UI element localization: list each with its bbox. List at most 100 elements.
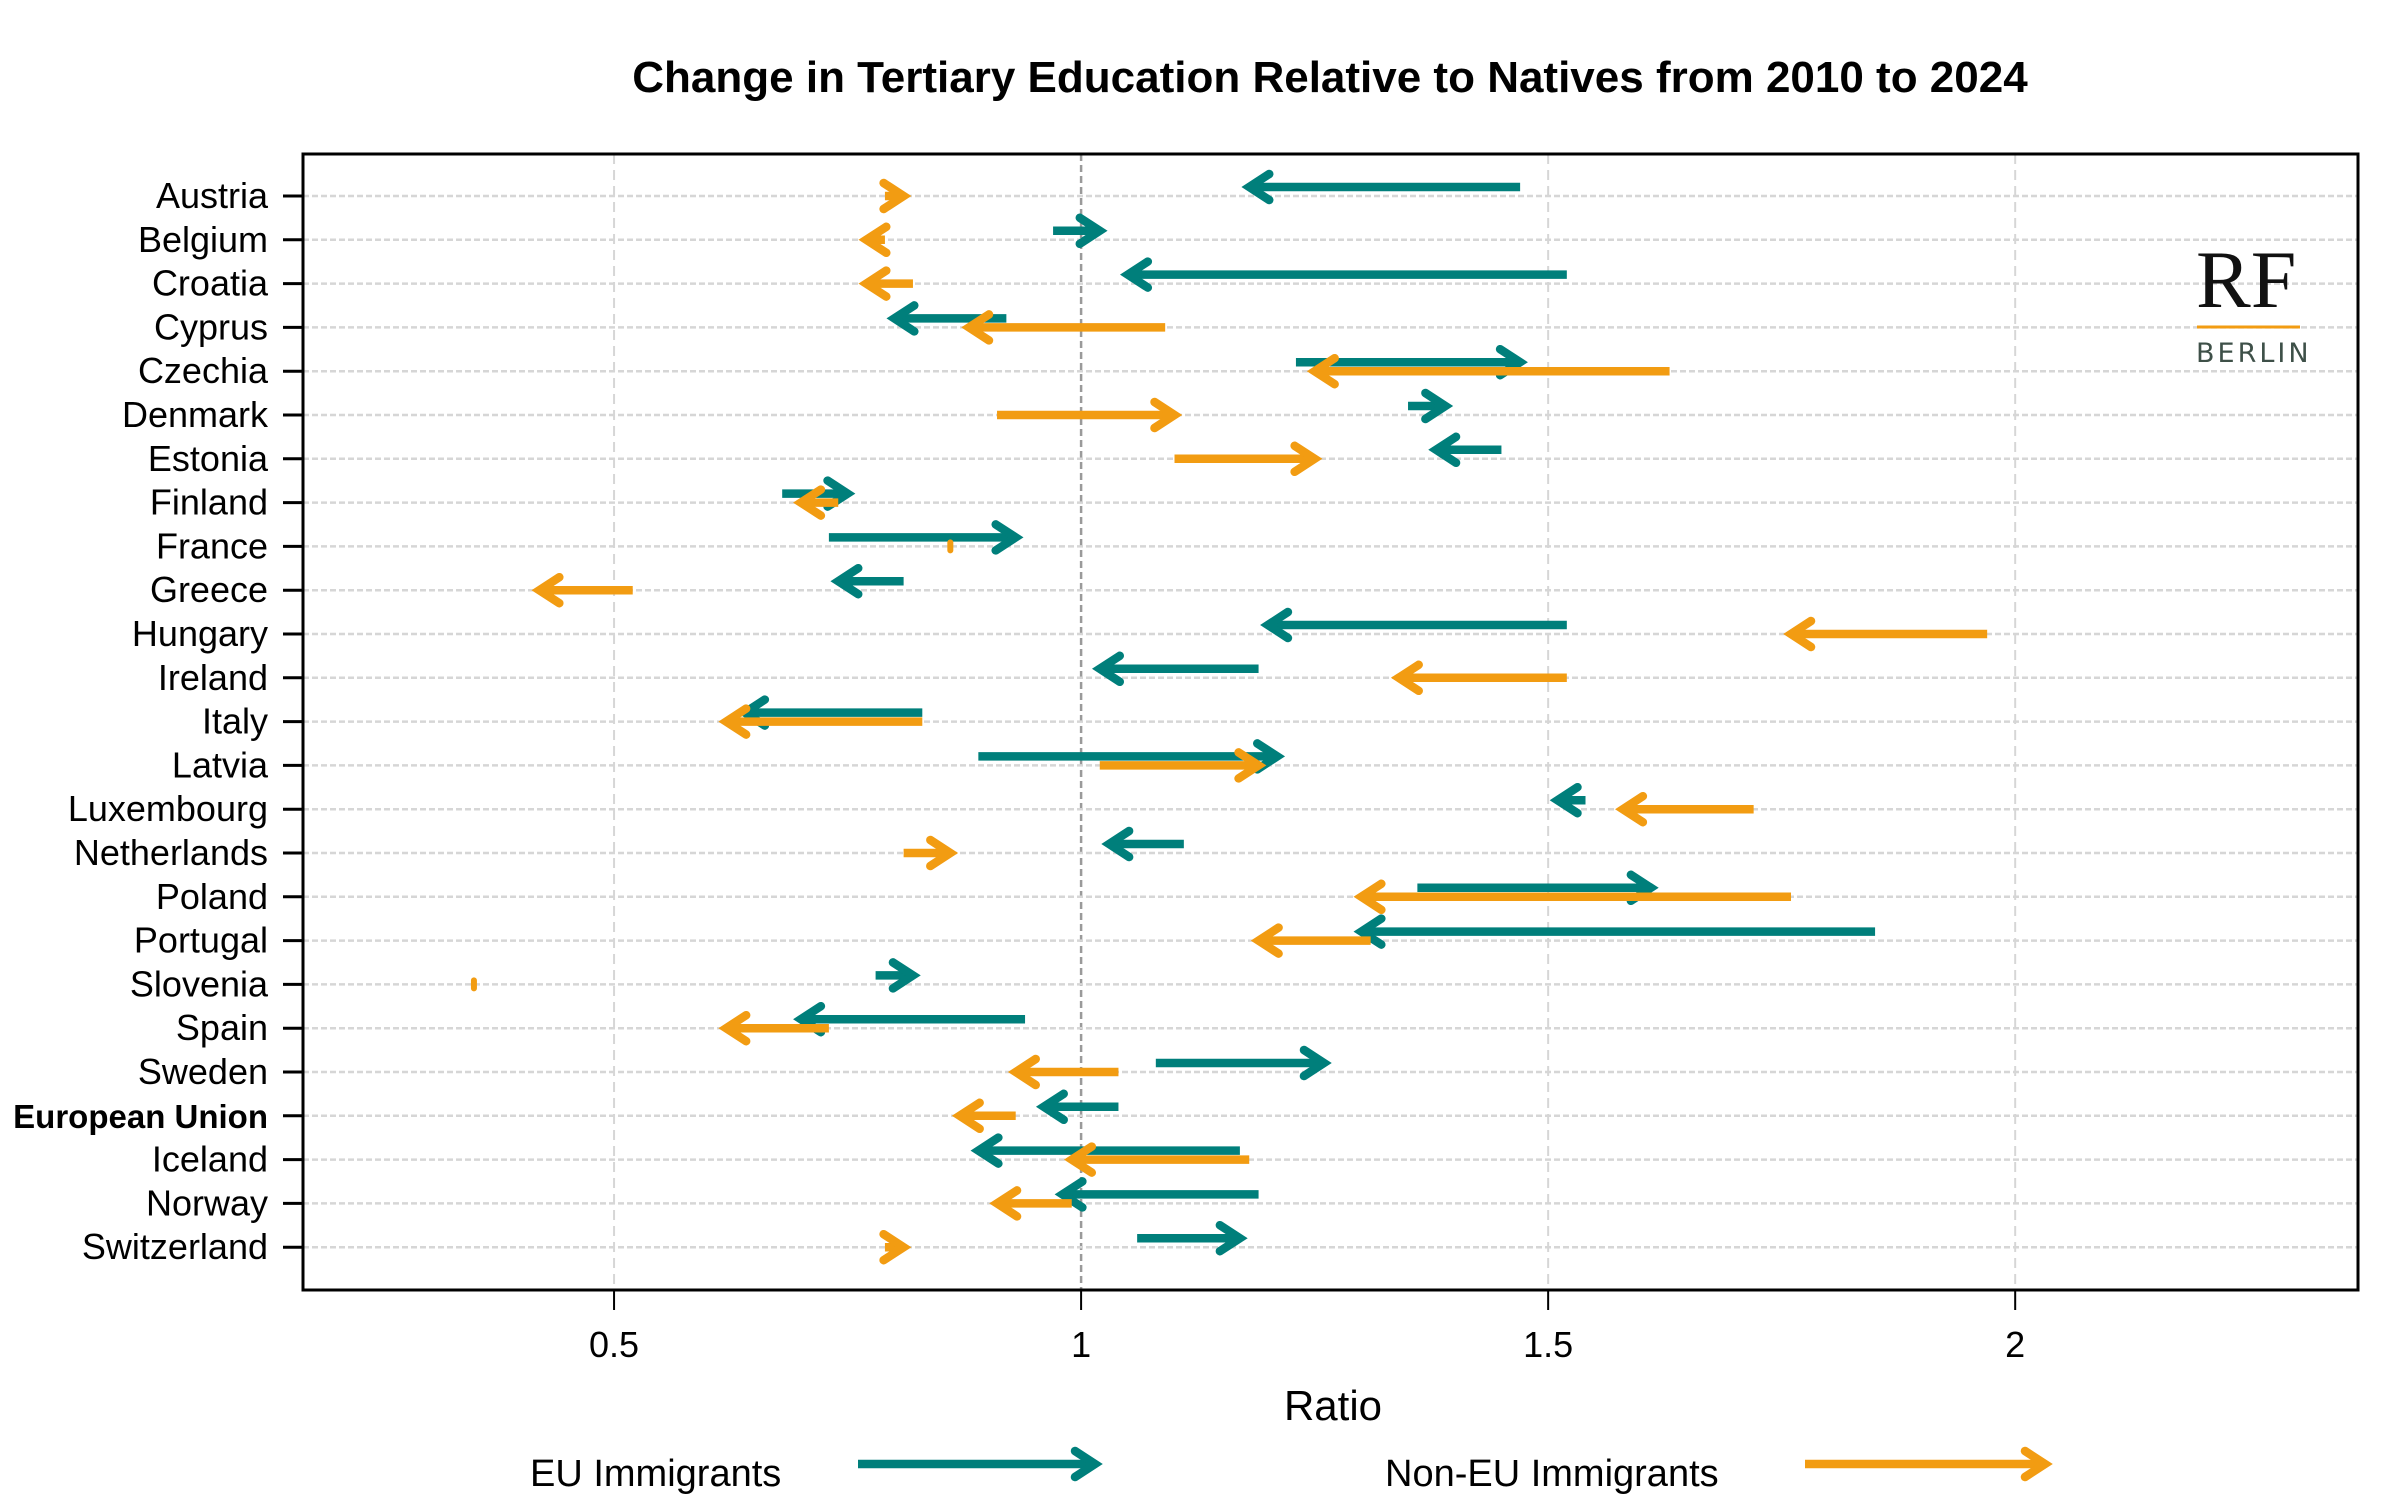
non-eu-arrow-head <box>879 178 912 214</box>
non-eu-arrow-head <box>1615 791 1648 827</box>
non-eu-arrow <box>1783 616 1988 652</box>
non-eu-arrow-head <box>858 222 891 258</box>
non-eu-arrow-head <box>1306 353 1339 389</box>
eu-arrow-head <box>1260 607 1293 643</box>
y-axis: AustriaBelgiumCroatiaCyprusCzechiaDenmar… <box>13 175 303 1267</box>
eu-arrow <box>1035 1089 1119 1125</box>
eu-arrow-head <box>886 301 919 336</box>
eu-arrow-head <box>1101 826 1134 862</box>
x-axis-label: Ratio <box>1284 1382 1382 1429</box>
eu-arrow <box>1137 1220 1248 1256</box>
non-eu-arrow-head <box>531 572 564 608</box>
chart-title: Change in Tertiary Education Relative to… <box>632 53 2028 102</box>
non-eu-arrow <box>793 485 839 520</box>
eu-arrow <box>1054 1177 1259 1212</box>
y-tick-label: Hungary <box>132 613 268 654</box>
non-eu-arrow <box>997 397 1183 433</box>
y-tick-label: Spain <box>176 1007 268 1048</box>
y-tick-label: Slovenia <box>130 963 269 1004</box>
non-eu-arrow-head <box>926 835 959 871</box>
non-eu-arrow <box>1353 879 1792 915</box>
non-eu-arrow <box>858 266 913 301</box>
eu-arrow-head <box>970 1133 1003 1168</box>
non-eu-arrow <box>1615 791 1754 827</box>
y-tick-label: Netherlands <box>74 832 268 873</box>
eu-arrow <box>1053 213 1108 249</box>
x-tick-label: 1 <box>1071 1324 1091 1365</box>
eu-arrow-head <box>1215 1220 1248 1256</box>
eu-arrow <box>1120 257 1567 292</box>
rf-berlin-logo: RF BERLIN <box>2196 234 2312 369</box>
eu-arrow <box>1428 432 1502 468</box>
eu-arrow <box>1241 169 1521 205</box>
eu-arrow <box>970 1133 1240 1168</box>
eu-arrow-head <box>1549 782 1582 818</box>
eu-arrow-head <box>991 520 1024 555</box>
logo-rf-text: RF <box>2196 234 2296 325</box>
eu-arrow <box>1353 914 1876 949</box>
y-tick-label: Italy <box>202 701 268 742</box>
non-eu-arrow <box>951 1098 1016 1134</box>
non-eu-arrow-head <box>1150 397 1183 433</box>
x-tick-label: 1.5 <box>1523 1324 1573 1365</box>
non-eu-arrow <box>989 1186 1072 1221</box>
eu-arrow <box>1155 1045 1332 1081</box>
eu-arrow <box>1408 388 1454 424</box>
non-eu-arrow <box>1007 1054 1119 1090</box>
legend-arrow <box>858 1446 1103 1482</box>
non-eu-arrow <box>879 178 912 214</box>
non-eu-arrow-head <box>1783 616 1816 652</box>
y-tick-label: Norway <box>146 1182 268 1223</box>
non-eu-arrow-head <box>879 1229 912 1265</box>
eu-arrow-head <box>1075 213 1108 249</box>
y-tick-label: Czechia <box>138 350 269 391</box>
non-eu-arrow-head <box>718 1010 751 1046</box>
x-tick-label: 0.5 <box>589 1324 639 1365</box>
y-tick-label: Denmark <box>122 394 269 435</box>
y-tick-label: Greece <box>150 569 268 610</box>
y-tick-label: European Union <box>13 1098 268 1135</box>
non-eu-arrow <box>903 835 959 871</box>
eu-arrow-head <box>1421 388 1454 424</box>
non-eu-arrow <box>1250 923 1371 958</box>
legend: EU Immigrants Non-EU Immigrants <box>530 1446 2053 1495</box>
y-tick-label: Croatia <box>152 263 269 304</box>
legend-arrow <box>1805 1446 2053 1482</box>
legend-label: EU Immigrants <box>530 1453 781 1495</box>
non-eu-arrow <box>1099 748 1267 783</box>
y-tick-label: Portugal <box>134 920 268 961</box>
non-eu-arrow <box>961 310 1166 345</box>
legend-arrow-head <box>1070 1446 1103 1482</box>
non-eu-arrow <box>858 222 891 258</box>
eu-arrow-head <box>1353 914 1386 949</box>
non-eu-arrow-head <box>989 1186 1022 1221</box>
y-tick-label: Cyprus <box>154 306 268 347</box>
non-eu-arrow-head <box>858 266 891 301</box>
legend-arrow-head <box>2020 1446 2053 1482</box>
y-tick-label: Austria <box>156 175 269 216</box>
arrows <box>470 169 1988 1265</box>
eu-arrow-head <box>1299 1045 1332 1081</box>
non-eu-arrow-head <box>1390 660 1423 696</box>
x-axis: 0.5 1 1.5 2 <box>589 1290 2025 1365</box>
non-eu-arrow-head <box>1234 748 1267 783</box>
non-eu-arrow <box>1390 660 1567 696</box>
logo-berlin-text: BERLIN <box>2196 338 2312 369</box>
non-eu-arrow-head <box>961 310 994 345</box>
non-eu-arrow-head <box>718 704 751 739</box>
non-eu-arrow <box>718 704 923 739</box>
eu-arrow <box>830 563 904 599</box>
legend-label: Non-EU Immigrants <box>1385 1453 1719 1495</box>
eu-arrow-head <box>830 563 863 599</box>
y-tick-label: Switzerland <box>82 1226 268 1267</box>
non-eu-arrow-head <box>951 1098 984 1134</box>
y-tick-label: Luxembourg <box>68 788 268 829</box>
non-eu-arrow <box>1174 441 1323 477</box>
eu-arrow-head <box>1054 1177 1087 1212</box>
y-tick-label: Sweden <box>138 1051 268 1092</box>
eu-arrow-head <box>888 958 921 993</box>
non-eu-arrow <box>531 572 633 608</box>
non-eu-arrow <box>718 1010 829 1046</box>
eu-arrow <box>1091 651 1259 687</box>
